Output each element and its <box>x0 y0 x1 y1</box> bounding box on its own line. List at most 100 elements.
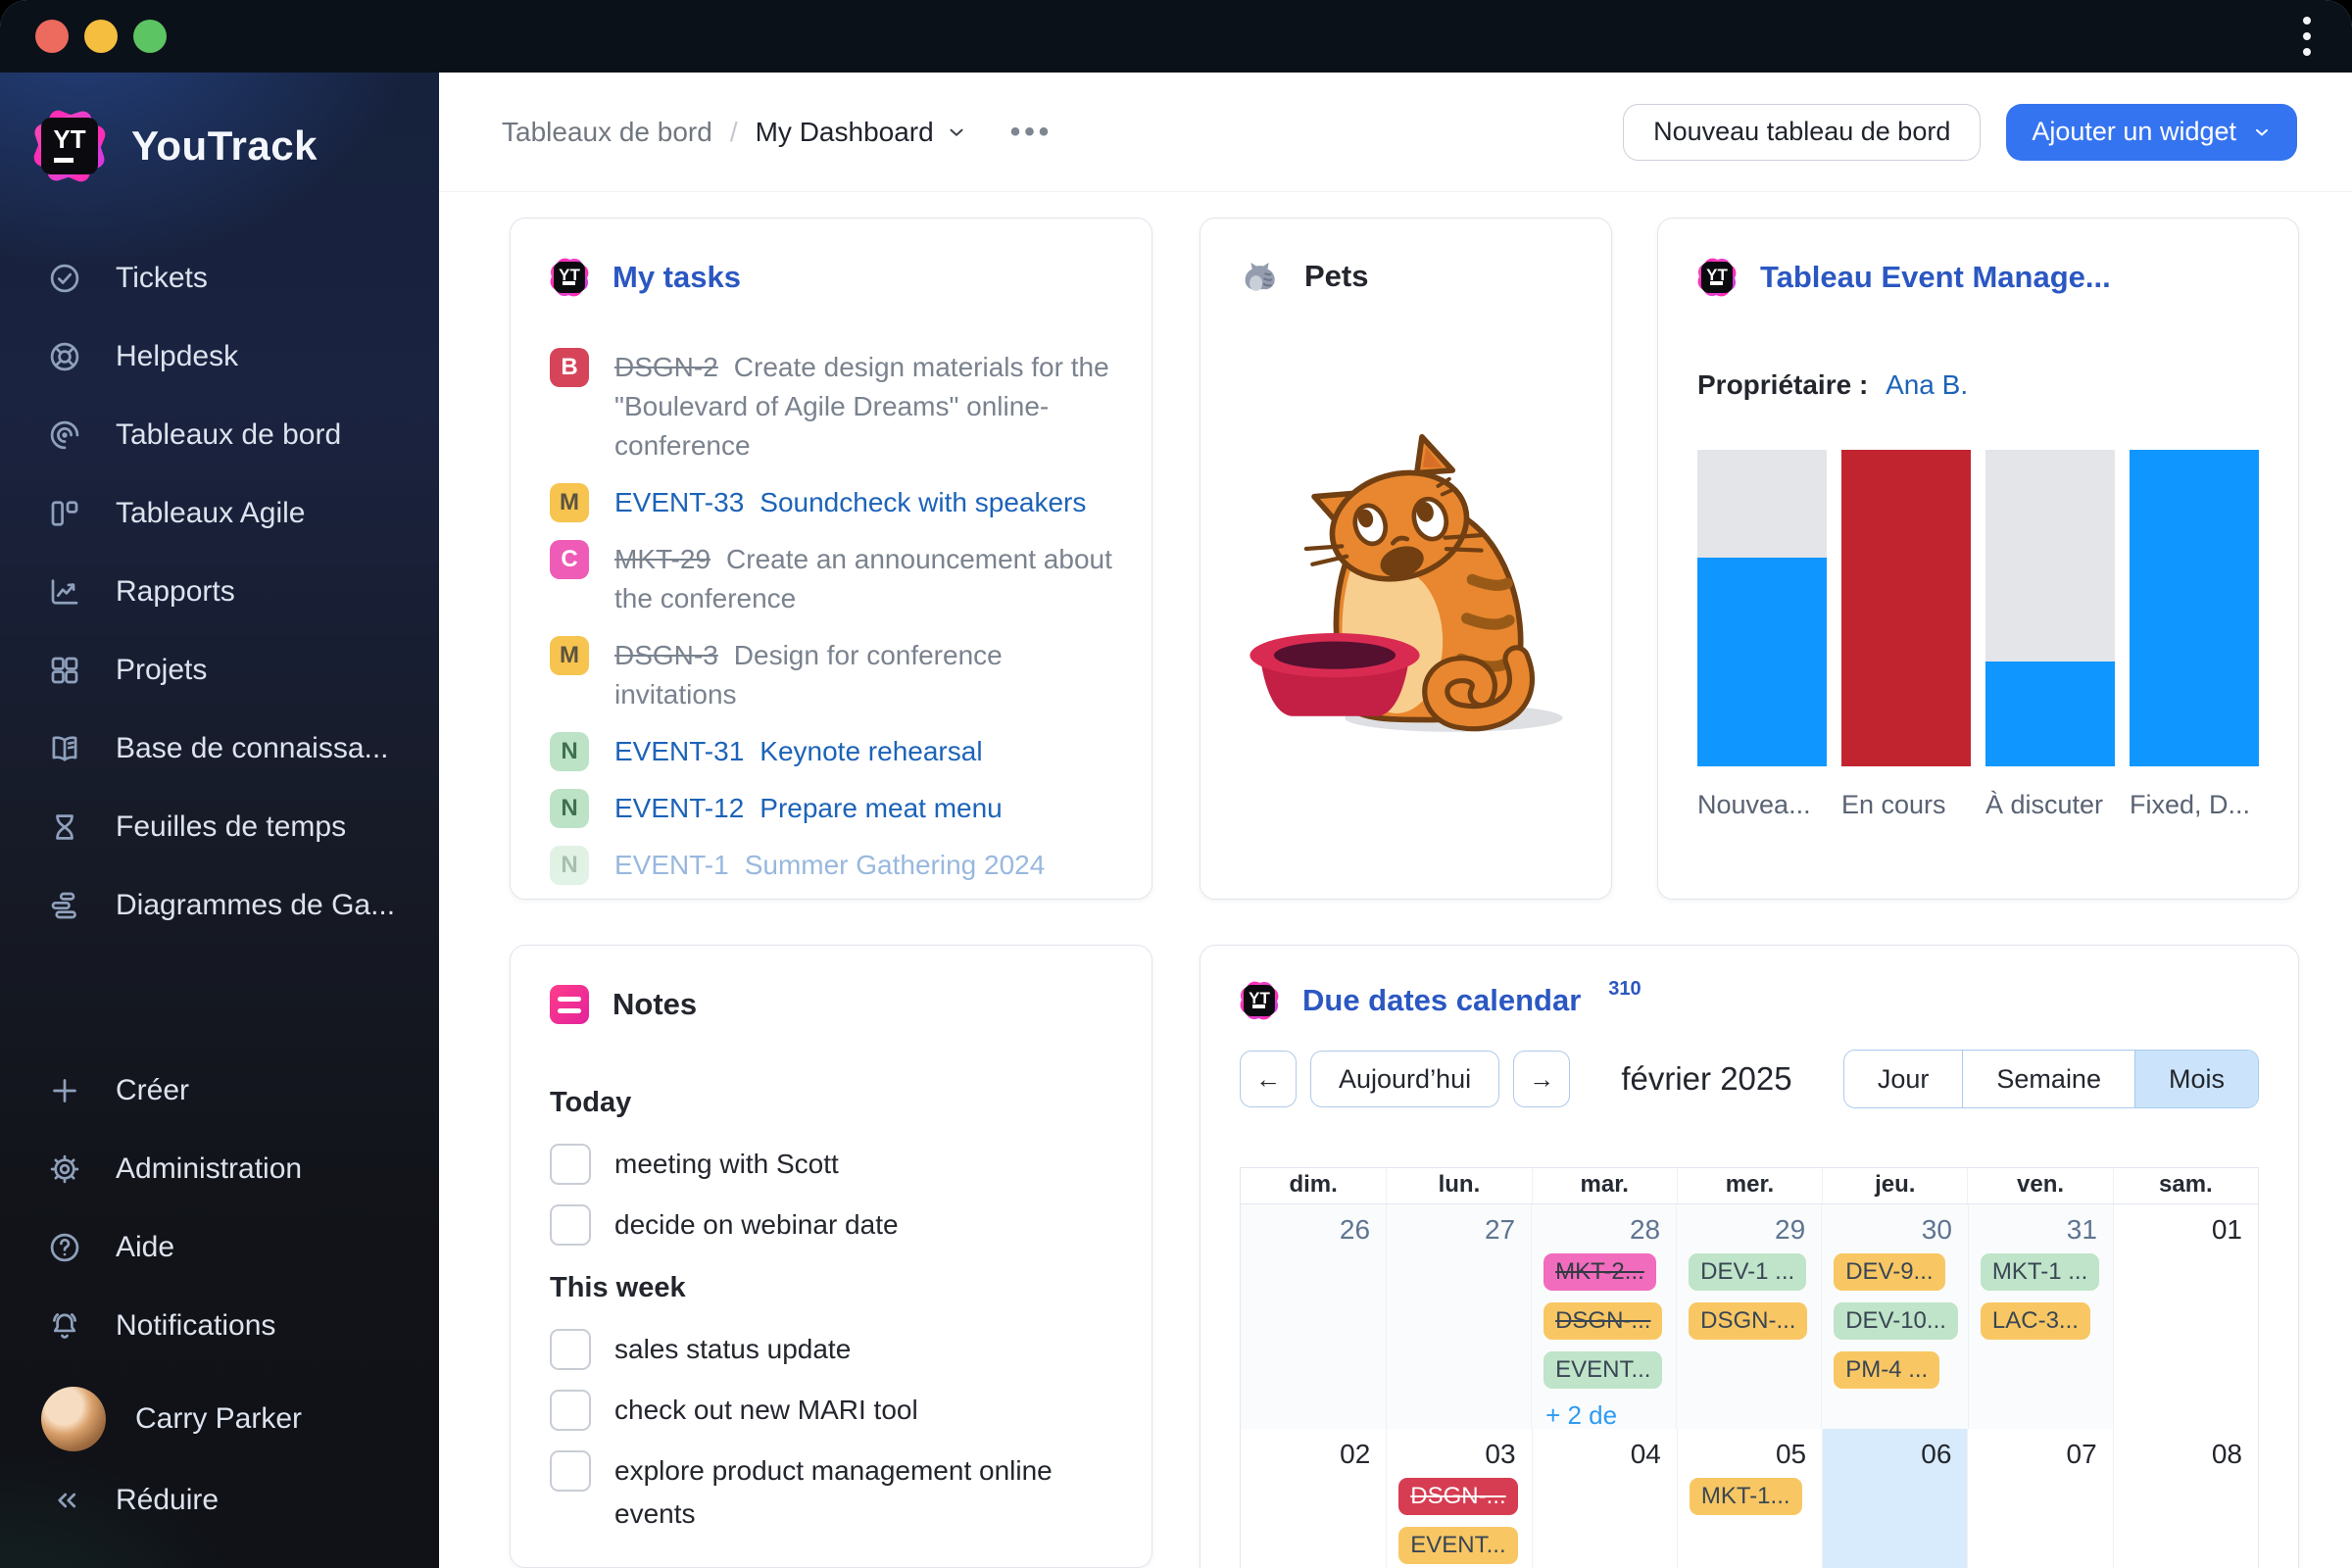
calendar-today-button[interactable]: Aujourd’hui <box>1310 1051 1500 1107</box>
widget-title[interactable]: Tableau Event Manage... <box>1760 260 2111 294</box>
calendar-cell[interactable]: 26 <box>1241 1204 1387 1461</box>
checkbox[interactable] <box>550 1390 591 1431</box>
calendar-cell[interactable]: 05 MKT-1... <box>1676 1429 1823 1568</box>
dashboards-icon <box>50 420 79 450</box>
sidebar-item-helpdesk[interactable]: Helpdesk <box>0 318 439 396</box>
calendar-event-chip[interactable]: PM-4 ... <box>1834 1351 1940 1389</box>
calendar-cell[interactable]: 30 DEV-9... DEV-10... PM-4 ... <box>1821 1204 1968 1461</box>
issue-title-link[interactable]: Create design materials for the "Bouleva… <box>614 352 1109 461</box>
calendar-cell[interactable]: 31 MKT-1 ... LAC-3... <box>1967 1204 2113 1461</box>
sidebar-item-knowledge-base[interactable]: Base de connaissa... <box>0 710 439 788</box>
window-titlebar <box>0 0 2352 73</box>
issue-title-link[interactable]: Prepare meat menu <box>760 793 1003 823</box>
issue-id-link[interactable]: EVENT-31 <box>614 736 745 766</box>
calendar-cell[interactable]: 28 MKT-2... DSGN-... EVENT... + 2 de plu… <box>1531 1204 1677 1461</box>
dashboard-more-icon[interactable]: ••• <box>1009 115 1054 148</box>
owner-link[interactable]: Ana B. <box>1886 369 1969 400</box>
sidebar-item-dashboards[interactable]: Tableaux de bord <box>0 396 439 474</box>
app-name: YouTrack <box>131 122 318 169</box>
calendar-event-chip[interactable]: MKT-2... <box>1544 1253 1656 1291</box>
header-actions: Nouveau tableau de bord Ajouter un widge… <box>1623 103 2297 161</box>
todo-item: sales status update <box>550 1328 1112 1371</box>
chart-bar-a-discuter[interactable] <box>1985 450 2115 766</box>
calendar-cell[interactable]: 29 DEV-1 ... DSGN-... <box>1676 1204 1822 1461</box>
calendar-event-chip[interactable]: EVENT... <box>1544 1351 1663 1389</box>
zoom-window-button[interactable] <box>133 20 167 53</box>
todo-item: check out new MARI tool <box>550 1389 1112 1432</box>
sidebar-item-label: Diagrammes de Ga... <box>116 889 396 921</box>
sidebar-item-create[interactable]: Créer <box>0 1052 439 1130</box>
calendar-event-chip[interactable]: LAC-3... <box>1980 1302 2090 1340</box>
calendar-event-chip[interactable]: MKT-1 ... <box>1980 1253 2100 1291</box>
calendar-cell[interactable]: 01 <box>2112 1204 2258 1461</box>
issue-id-link[interactable]: DSGN-2 <box>614 352 718 382</box>
calendar-cell-today[interactable]: 06 <box>1822 1429 1968 1568</box>
issue-id-link[interactable]: MKT-29 <box>614 544 711 574</box>
issue-id-link[interactable]: EVENT-1 <box>614 850 729 880</box>
widget-title[interactable]: Pets <box>1304 259 1369 293</box>
window-menu-kebab-icon[interactable] <box>2297 11 2317 62</box>
add-widget-button[interactable]: Ajouter un widget <box>2006 103 2297 161</box>
sidebar-item-gantt-charts[interactable]: Diagrammes de Ga... <box>0 866 439 945</box>
calendar-cell[interactable]: 08 <box>2112 1429 2258 1568</box>
checkbox[interactable] <box>550 1144 591 1185</box>
view-tab-day[interactable]: Jour <box>1843 1051 1963 1107</box>
issue-id-link[interactable]: DSGN-3 <box>614 640 718 670</box>
view-tab-week[interactable]: Semaine <box>1962 1051 2134 1107</box>
calendar-event-chip[interactable]: MKT-1... <box>1689 1478 1802 1515</box>
project-badge: N <box>550 846 589 885</box>
sidebar-item-reports[interactable]: Rapports <box>0 553 439 631</box>
sidebar-item-administration[interactable]: Administration <box>0 1130 439 1208</box>
new-dashboard-button[interactable]: Nouveau tableau de bord <box>1623 103 1982 161</box>
dashboard-title-dropdown[interactable]: My Dashboard <box>756 117 967 148</box>
sidebar-item-timesheets[interactable]: Feuilles de temps <box>0 788 439 866</box>
issue-title-link[interactable]: Summer Gathering 2024 <box>744 850 1046 880</box>
issue-title-link[interactable]: Keynote rehearsal <box>760 736 983 766</box>
checkbox[interactable] <box>550 1329 591 1370</box>
calendar-event-chip[interactable]: EVENT... <box>1398 1527 1518 1564</box>
calendar-event-chip[interactable]: DEV-1 ... <box>1689 1253 1807 1291</box>
issue-title-link[interactable]: Soundcheck with speakers <box>760 487 1087 517</box>
calendar-event-chip[interactable]: DEV-10... <box>1834 1302 1958 1340</box>
widget-title[interactable]: Notes <box>612 987 698 1021</box>
issue-title-link[interactable]: Design for conference invitations <box>614 640 1003 710</box>
calendar-cell[interactable]: 27 <box>1386 1204 1532 1461</box>
chart-bar-nouveau[interactable] <box>1697 450 1827 766</box>
calendar-cell[interactable]: 02 <box>1241 1429 1387 1568</box>
calendar-event-chip[interactable]: DEV-9... <box>1834 1253 1945 1291</box>
chart-category-label: Nouvea... <box>1697 790 1811 819</box>
issue-id-link[interactable]: EVENT-33 <box>614 487 745 517</box>
sidebar-item-projects[interactable]: Projets <box>0 631 439 710</box>
todo-label: explore product management online events <box>614 1455 1053 1529</box>
calendar-event-chip[interactable]: DSGN-... <box>1544 1302 1663 1340</box>
app-logo[interactable]: YT YouTrack <box>30 107 318 185</box>
calendar-event-chip[interactable]: DSGN-... <box>1398 1478 1518 1515</box>
issue-id-link[interactable]: EVENT-12 <box>614 793 745 823</box>
calendar-event-chip[interactable]: DSGN-... <box>1689 1302 1808 1340</box>
close-window-button[interactable] <box>35 20 69 53</box>
day-header: lun. <box>1386 1168 1531 1203</box>
chart-bar-fixed[interactable] <box>2130 450 2259 766</box>
widget-title[interactable]: My tasks <box>612 260 741 294</box>
view-tab-month[interactable]: Mois <box>2133 1051 2258 1107</box>
calendar-prev-button[interactable]: ← <box>1240 1051 1297 1107</box>
sidebar-collapse-button[interactable]: Réduire <box>0 1461 439 1540</box>
chart-bar-en-cours[interactable] <box>1841 450 1971 766</box>
sidebar-item-agile-boards[interactable]: Tableaux Agile <box>0 474 439 553</box>
checkbox[interactable] <box>550 1204 591 1246</box>
widget-title[interactable]: Due dates calendar <box>1302 983 1582 1017</box>
sidebar-user-profile[interactable]: Carry Parker <box>0 1381 439 1457</box>
minimize-window-button[interactable] <box>84 20 118 53</box>
calendar-cell[interactable]: 07 <box>1967 1429 2113 1568</box>
sidebar-item-help[interactable]: Aide <box>0 1208 439 1287</box>
sidebar-item-tickets[interactable]: Tickets <box>0 239 439 318</box>
breadcrumb-dashboards-link[interactable]: Tableaux de bord <box>502 116 712 147</box>
calendar-cell[interactable]: 03 DSGN-... EVENT... <box>1386 1429 1532 1568</box>
sidebar-item-notifications[interactable]: Notifications <box>0 1287 439 1365</box>
checkbox[interactable] <box>550 1450 591 1492</box>
calendar-cell[interactable]: 04 <box>1531 1429 1677 1568</box>
sidebar-item-label: Feuilles de temps <box>116 810 347 843</box>
issue-title-link[interactable]: Create an announcement about the confere… <box>614 544 1112 613</box>
calendar-next-button[interactable]: → <box>1513 1051 1571 1107</box>
